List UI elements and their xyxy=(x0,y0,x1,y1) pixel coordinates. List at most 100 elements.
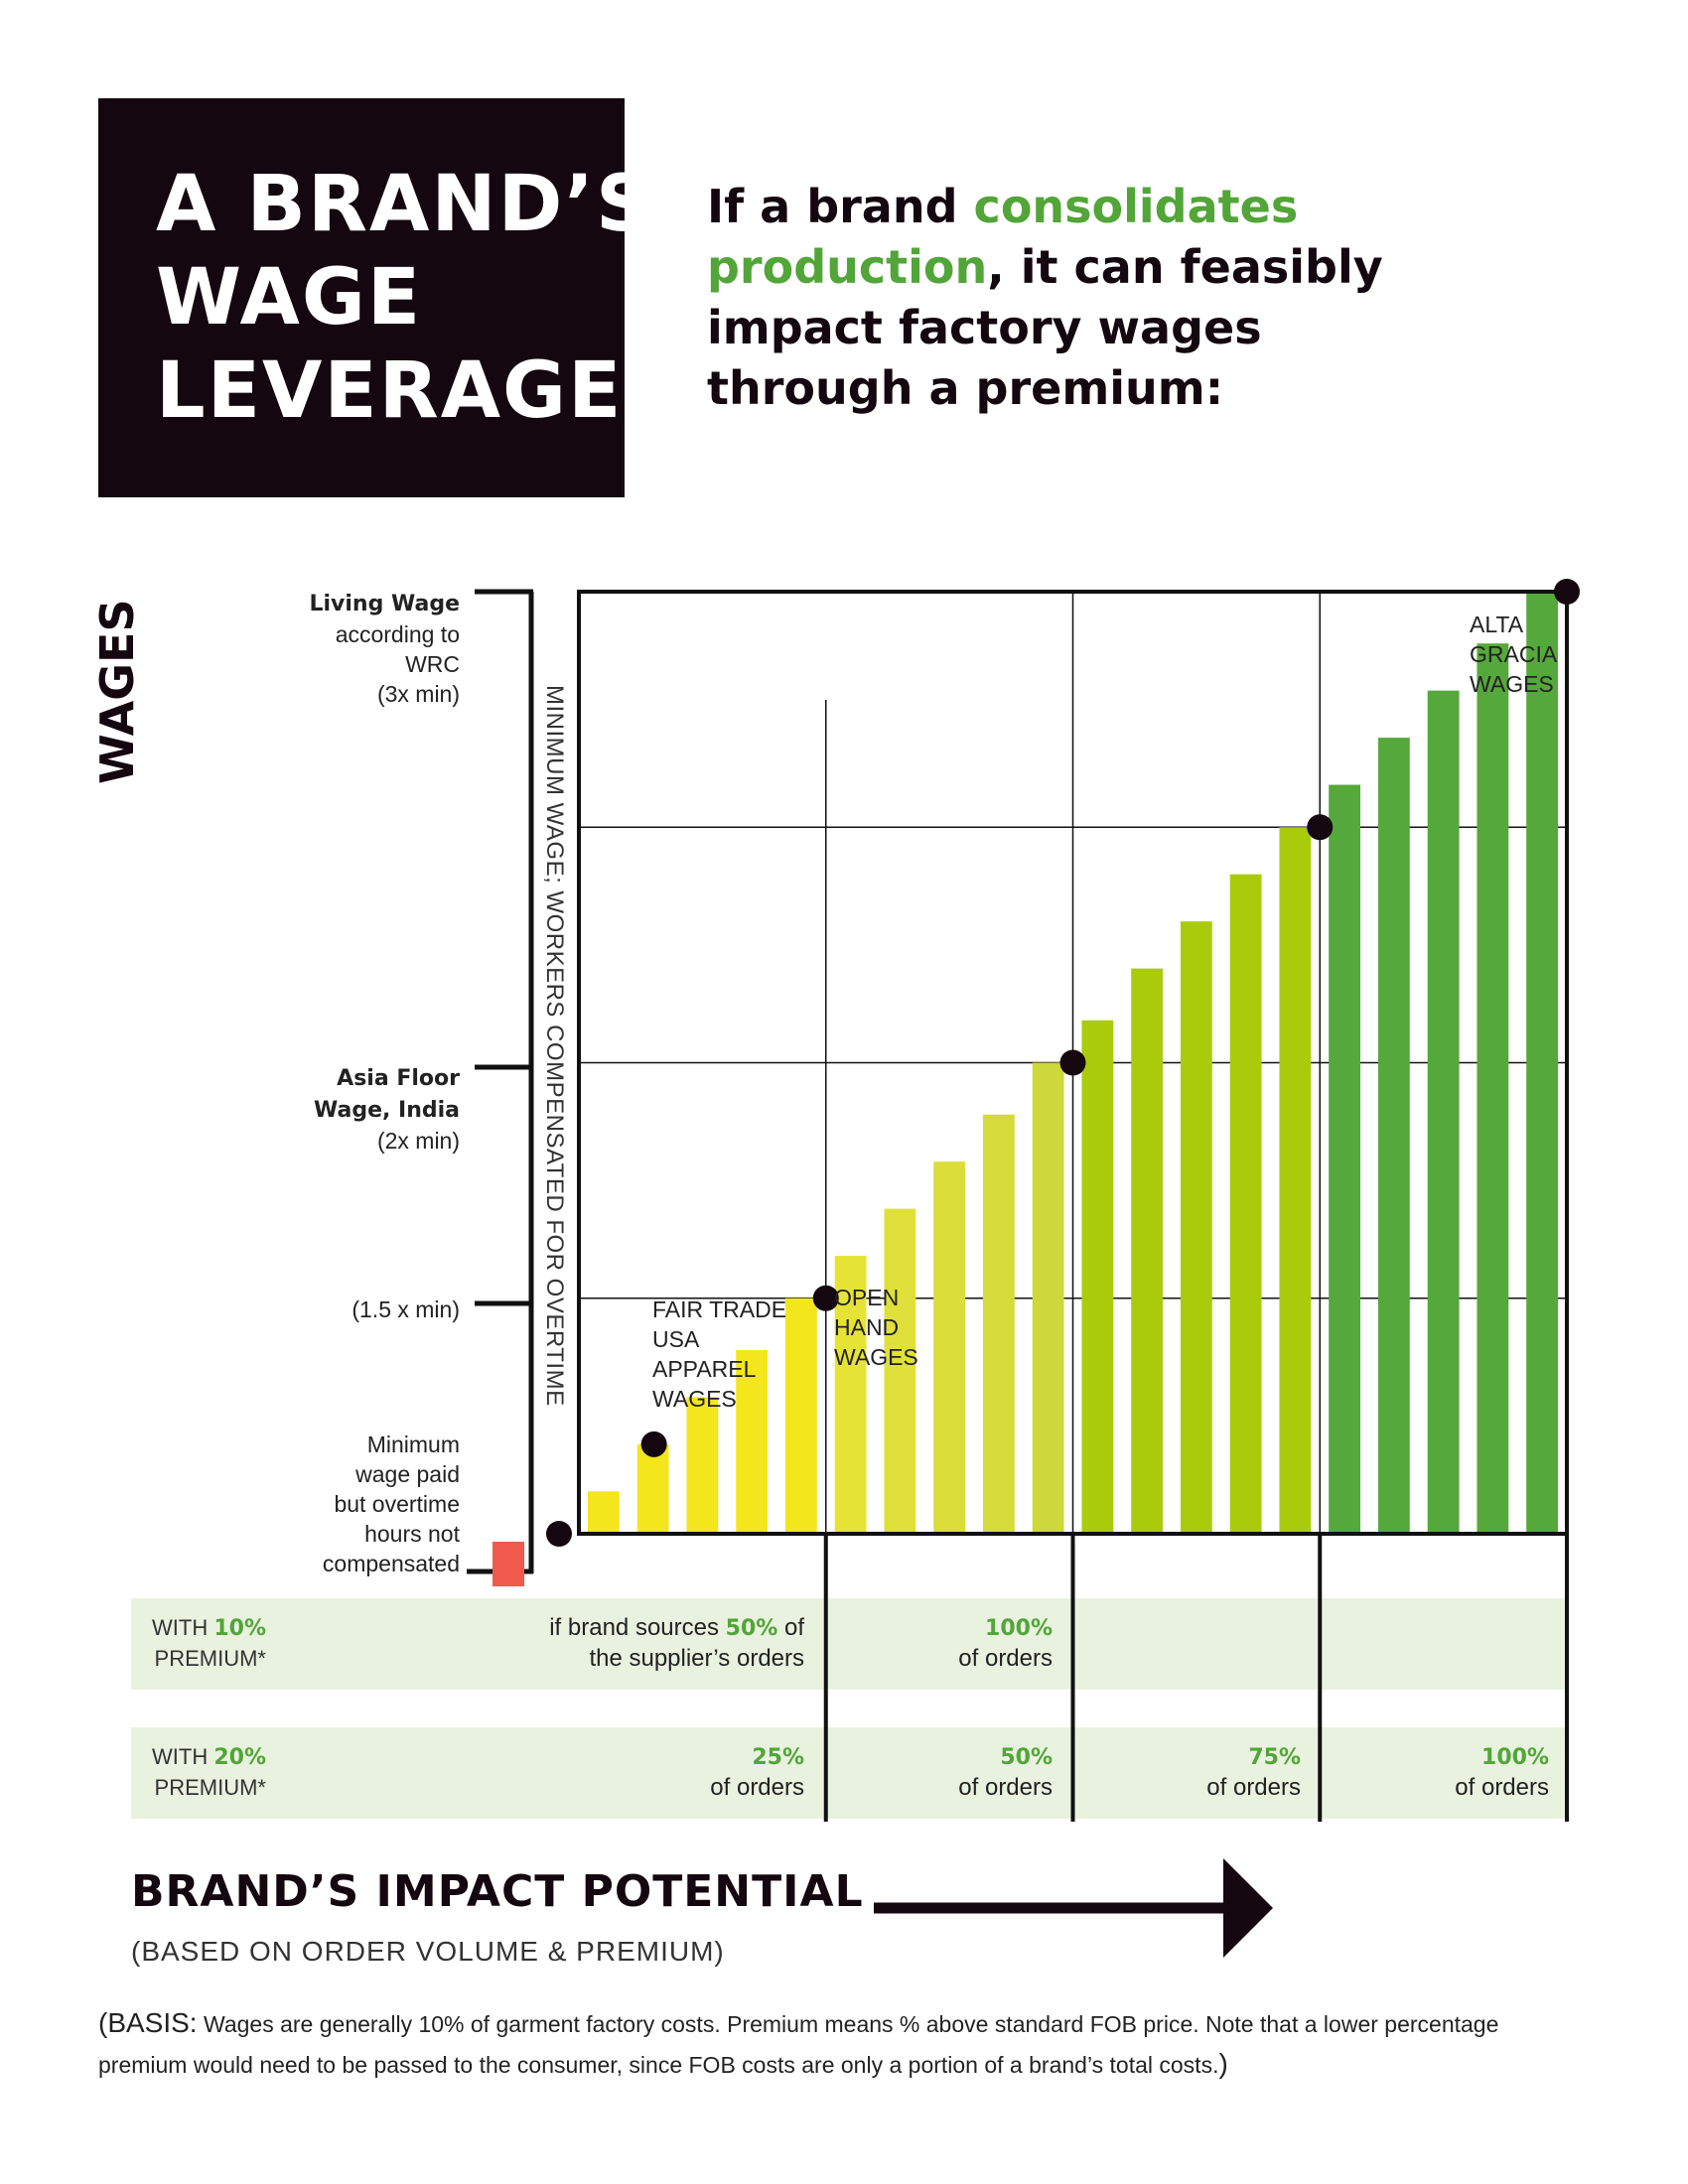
bar-2 xyxy=(636,1443,669,1534)
row-20-cell-1: 25% of orders xyxy=(606,1742,804,1803)
bar-6 xyxy=(834,1256,867,1534)
one-half-label: (1.5 x min) xyxy=(162,1295,460,1324)
bar-4 xyxy=(736,1349,769,1534)
row-10-cell-1-pre: if brand sources xyxy=(549,1614,726,1641)
alta-gracia-annotation: ALTA GRACIA WAGES xyxy=(1470,610,1557,699)
fair-trade-line-2: USA xyxy=(652,1326,700,1352)
impact-arrow-head xyxy=(1223,1858,1273,1958)
living-wage-bold: Living Wage xyxy=(309,592,460,616)
bar-20 xyxy=(1526,592,1559,1534)
minimum-wage-label: Minimum wage paid but overtime hours not… xyxy=(162,1430,460,1578)
alta-gracia-line-3: WAGES xyxy=(1470,671,1554,697)
row-10-cell-1-post: of xyxy=(777,1614,804,1641)
bar-5 xyxy=(784,1297,817,1534)
asia-floor-bold-2: Wage, India xyxy=(314,1098,460,1123)
bar-12 xyxy=(1131,968,1164,1534)
bar-8 xyxy=(933,1161,966,1534)
bar-19 xyxy=(1477,643,1509,1534)
fair-trade-line-1: FAIR TRADE xyxy=(652,1297,787,1322)
marker-5 xyxy=(1307,814,1334,841)
row-10-cell-1-pct: 50% xyxy=(725,1616,778,1641)
bar-7 xyxy=(884,1208,916,1534)
row-10-premium-band xyxy=(131,1598,1569,1690)
basis-text: Wages are generally 10% of garment facto… xyxy=(98,2011,1499,2078)
title-line-1: A BRAND’S xyxy=(156,160,654,249)
basis-close: ) xyxy=(1218,2048,1228,2079)
row-20-pct: 20% xyxy=(213,1745,266,1770)
alta-gracia-line-2: GRACIA xyxy=(1470,641,1558,667)
bar-3 xyxy=(686,1397,719,1534)
bar-9 xyxy=(982,1114,1015,1534)
marker-1 xyxy=(546,1521,572,1547)
living-wage-line-2: according to xyxy=(335,621,460,647)
row-20-pre: WITH xyxy=(152,1744,214,1769)
basis-open: ( xyxy=(98,2007,108,2038)
marker-2 xyxy=(640,1431,667,1457)
row-10-cell-1: if brand sources 50% of the supplier’s o… xyxy=(457,1613,804,1674)
fair-trade-line-4: WAGES xyxy=(652,1386,737,1412)
bar-11 xyxy=(1081,1020,1114,1534)
marker-4 xyxy=(1059,1049,1086,1076)
fair-trade-annotation: FAIR TRADE USA APPAREL WAGES xyxy=(652,1295,786,1414)
row-20-cell-4: 100% of orders xyxy=(1350,1742,1549,1803)
row-20-cell-3: 75% of orders xyxy=(1102,1742,1301,1803)
row-10-post: PREMIUM* xyxy=(154,1646,266,1671)
below-minimum-marker xyxy=(492,1542,524,1586)
row-20-cell-2-pct: 50% xyxy=(1000,1745,1053,1770)
bar-15 xyxy=(1279,827,1312,1534)
marker-3 xyxy=(812,1285,839,1311)
row-20-label: WITH 20% PREMIUM* xyxy=(131,1742,266,1803)
bar-1 xyxy=(587,1491,620,1534)
bar-18 xyxy=(1427,690,1460,1534)
open-hand-annotation: OPEN HAND WAGES xyxy=(834,1283,918,1372)
bar-13 xyxy=(1180,921,1212,1534)
minimum-line-2: wage paid xyxy=(355,1461,460,1487)
minimum-line-5: compensated xyxy=(322,1551,460,1576)
bar-14 xyxy=(1229,874,1262,1534)
living-wage-line-4: (3x min) xyxy=(376,681,460,707)
fair-trade-line-3: APPAREL xyxy=(652,1356,757,1382)
subtitle-highlight: consolidates production xyxy=(707,180,1299,294)
asia-floor-line-3: (2x min) xyxy=(376,1128,460,1154)
bar-10 xyxy=(1032,1062,1064,1534)
asia-floor-label: Asia Floor Wage, India (2x min) xyxy=(162,1062,460,1156)
row-20-cell-2: 50% of orders xyxy=(854,1742,1053,1803)
row-20-cell-2-line-2: of orders xyxy=(958,1774,1053,1801)
minimum-line-1: Minimum xyxy=(366,1432,460,1457)
subtitle: If a brand consolidates production, it c… xyxy=(707,177,1402,419)
row-10-pct: 10% xyxy=(213,1616,266,1641)
title-line-2: WAGE xyxy=(156,253,423,342)
row-20-cell-1-line-2: of orders xyxy=(710,1774,804,1801)
minimum-line-4: hours not xyxy=(364,1521,460,1547)
living-wage-line-3: WRC xyxy=(405,651,460,677)
minimum-line-3: but overtime xyxy=(334,1491,460,1517)
basis-note: (BASIS: Wages are generally 10% of garme… xyxy=(98,2003,1588,2085)
basis-key: BASIS: xyxy=(107,2007,198,2038)
title-box: A BRAND’S WAGE LEVERAGE xyxy=(98,98,651,497)
asia-floor-bold-1: Asia Floor xyxy=(337,1066,460,1091)
row-10-cell-1-line-2: the supplier’s orders xyxy=(589,1645,804,1672)
row-10-label: WITH 10% PREMIUM* xyxy=(131,1613,266,1674)
row-20-cell-3-line-2: of orders xyxy=(1206,1774,1301,1801)
row-20-cell-4-pct: 100% xyxy=(1481,1745,1549,1770)
row-10-pre: WITH xyxy=(152,1615,214,1640)
title-line-3: LEVERAGE xyxy=(156,346,624,436)
row-20-cell-4-line-2: of orders xyxy=(1455,1774,1549,1801)
row-10-cell-2: 100% of orders xyxy=(854,1613,1053,1674)
subtitle-part-1: If a brand xyxy=(707,180,974,233)
one-half-text: (1.5 x min) xyxy=(352,1297,460,1322)
row-20-cell-1-pct: 25% xyxy=(752,1745,804,1770)
row-10-cell-2-pct: 100% xyxy=(985,1616,1053,1641)
alta-gracia-line-1: ALTA xyxy=(1470,612,1524,637)
open-hand-line-1: OPEN xyxy=(834,1285,900,1310)
impact-subtitle: (BASED ON ORDER VOLUME & PREMIUM) xyxy=(131,1936,725,1967)
subtitle-part-2: , it can feasibly impact factory wages t… xyxy=(707,240,1383,415)
open-hand-line-2: HAND xyxy=(834,1314,900,1340)
row-20-cell-3-pct: 75% xyxy=(1248,1745,1301,1770)
impact-title: BRAND’S IMPACT POTENTIAL xyxy=(131,1866,864,1917)
open-hand-line-3: WAGES xyxy=(834,1344,918,1370)
row-20-premium-band xyxy=(131,1727,1569,1819)
row-20-post: PREMIUM* xyxy=(154,1775,266,1800)
marker-6 xyxy=(1554,579,1580,605)
